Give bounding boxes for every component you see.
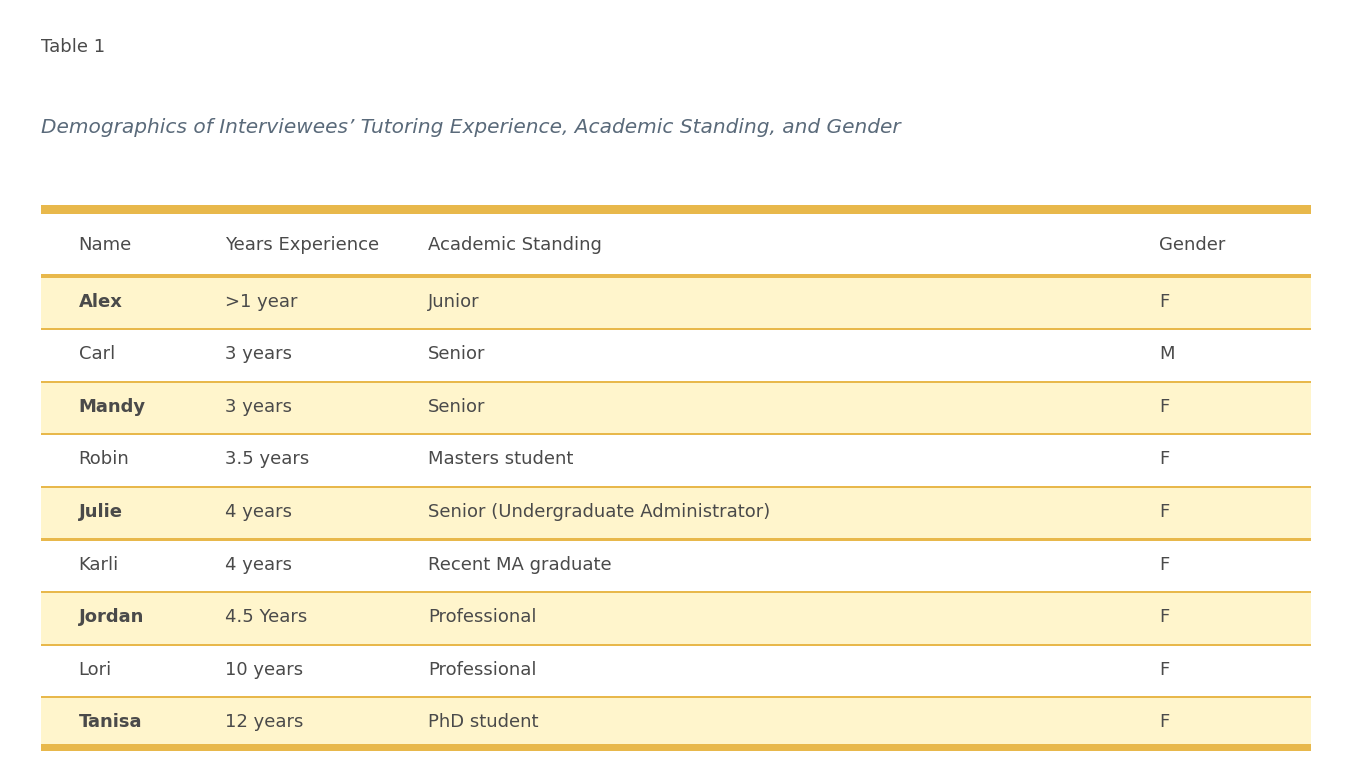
- Text: Senior: Senior: [429, 345, 485, 364]
- Text: 4.5 Years: 4.5 Years: [224, 608, 307, 626]
- Text: Tanisa: Tanisa: [78, 714, 142, 731]
- Text: 3 years: 3 years: [224, 345, 292, 364]
- Text: F: F: [1159, 661, 1169, 679]
- Text: F: F: [1159, 503, 1169, 521]
- Text: 4 years: 4 years: [224, 555, 292, 574]
- Text: Senior: Senior: [429, 398, 485, 416]
- Text: Lori: Lori: [78, 661, 112, 679]
- Text: Jordan: Jordan: [78, 608, 145, 626]
- Text: Gender: Gender: [1159, 235, 1225, 254]
- Text: F: F: [1159, 714, 1169, 731]
- Text: F: F: [1159, 451, 1169, 468]
- Text: Years Experience: Years Experience: [224, 235, 379, 254]
- Text: 3.5 years: 3.5 years: [224, 451, 310, 468]
- Text: >1 year: >1 year: [224, 293, 297, 311]
- Text: Academic Standing: Academic Standing: [429, 235, 602, 254]
- Text: Demographics of Interviewees’ Tutoring Experience, Academic Standing, and Gender: Demographics of Interviewees’ Tutoring E…: [41, 118, 900, 138]
- Text: Table 1: Table 1: [41, 38, 104, 57]
- Text: Recent MA graduate: Recent MA graduate: [429, 555, 612, 574]
- Text: 4 years: 4 years: [224, 503, 292, 521]
- Text: Robin: Robin: [78, 451, 130, 468]
- Text: 3 years: 3 years: [224, 398, 292, 416]
- Text: Mandy: Mandy: [78, 398, 146, 416]
- Text: M: M: [1159, 345, 1175, 364]
- Text: F: F: [1159, 398, 1169, 416]
- Text: Carl: Carl: [78, 345, 115, 364]
- Text: Professional: Professional: [429, 608, 537, 626]
- Text: Julie: Julie: [78, 503, 123, 521]
- Text: 12 years: 12 years: [224, 714, 303, 731]
- Text: F: F: [1159, 293, 1169, 311]
- Text: Senior (Undergraduate Administrator): Senior (Undergraduate Administrator): [429, 503, 771, 521]
- Text: Masters student: Masters student: [429, 451, 573, 468]
- Text: F: F: [1159, 608, 1169, 626]
- Text: Professional: Professional: [429, 661, 537, 679]
- Text: Name: Name: [78, 235, 132, 254]
- Text: F: F: [1159, 555, 1169, 574]
- Text: Alex: Alex: [78, 293, 123, 311]
- Text: 10 years: 10 years: [224, 661, 303, 679]
- Text: Junior: Junior: [429, 293, 480, 311]
- Text: Karli: Karli: [78, 555, 119, 574]
- Text: PhD student: PhD student: [429, 714, 538, 731]
